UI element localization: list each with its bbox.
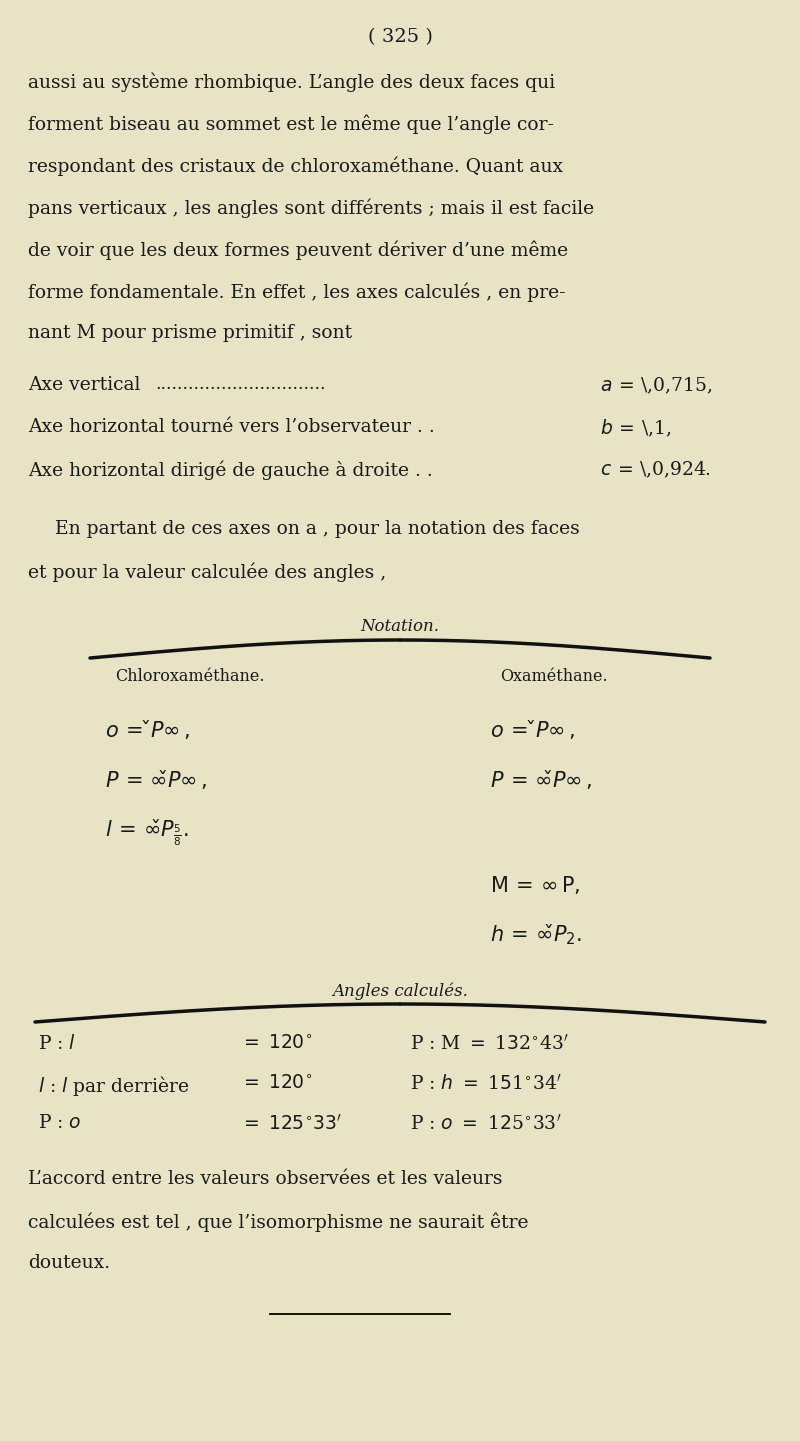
Text: En partant de ces axes on a , pour la notation des faces: En partant de ces axes on a , pour la no… — [55, 520, 580, 537]
Text: de voir que les deux formes peuvent dériver d’une même: de voir que les deux formes peuvent déri… — [28, 241, 568, 259]
Text: $c\,=\,$\,0,924.: $c\,=\,$\,0,924. — [600, 460, 711, 480]
Text: P : M $=$ 1$3$2$^{\circ}$43$'$: P : M $=$ 1$3$2$^{\circ}$43$'$ — [410, 1035, 570, 1053]
Text: $l$ : $l$ par derrière: $l$ : $l$ par derrière — [38, 1074, 190, 1098]
Text: $l\,=\,\infty\check{P}_{\frac{5}{8}}.$: $l\,=\,\infty\check{P}_{\frac{5}{8}}.$ — [105, 818, 189, 849]
Text: P : $h$ $=$ 1$5$1$^{\circ}$34$'$: P : $h$ $=$ 1$5$1$^{\circ}$34$'$ — [410, 1074, 562, 1094]
Text: $a\,=\,$\,0,715,: $a\,=\,$\,0,715, — [600, 376, 713, 396]
Text: Notation.: Notation. — [361, 618, 439, 635]
Text: forme fondamentale. En effet , les axes calculés , en pre-: forme fondamentale. En effet , les axes … — [28, 282, 566, 301]
Text: Chloroxaméthane.: Chloroxaméthane. — [115, 669, 265, 684]
Text: nant M pour prisme primitif , sont: nant M pour prisme primitif , sont — [28, 324, 352, 342]
Text: $\mathrm{M}\,=\,\infty\,\mathrm{P},$: $\mathrm{M}\,=\,\infty\,\mathrm{P},$ — [490, 875, 581, 896]
Text: Axe horizontal dirigé de gauche à droite . .: Axe horizontal dirigé de gauche à droite… — [28, 460, 433, 480]
Text: P : $o$ $=$ 1$2$5$^{\circ}$33$'$: P : $o$ $=$ 1$2$5$^{\circ}$33$'$ — [410, 1114, 562, 1134]
Text: P : $o$: P : $o$ — [38, 1114, 82, 1133]
Text: et pour la valeur calculée des angles ,: et pour la valeur calculée des angles , — [28, 562, 386, 582]
Text: $o\,=\,\check{P}\infty\,,$: $o\,=\,\check{P}\infty\,,$ — [105, 718, 190, 741]
Text: forment biseau au sommet est le même que l’angle cor-: forment biseau au sommet est le même que… — [28, 114, 554, 134]
Text: ( 325 ): ( 325 ) — [367, 27, 433, 46]
Text: $P\,=\,\infty\check{P}\infty\,,$: $P\,=\,\infty\check{P}\infty\,,$ — [105, 768, 207, 791]
Text: douteux.: douteux. — [28, 1254, 110, 1272]
Text: Axe vertical: Axe vertical — [28, 376, 140, 393]
Text: $=\;120^{\circ}$: $=\;120^{\circ}$ — [240, 1035, 312, 1052]
Text: calculées est tel , que l’isomorphisme ne saurait être: calculées est tel , que l’isomorphisme n… — [28, 1212, 529, 1232]
Text: aussi au système rhombique. L’angle des deux faces qui: aussi au système rhombique. L’angle des … — [28, 72, 555, 91]
Text: L’accord entre les valeurs observées et les valeurs: L’accord entre les valeurs observées et … — [28, 1170, 502, 1187]
Text: $=\;120^{\circ}$: $=\;120^{\circ}$ — [240, 1074, 312, 1092]
Text: Angles calculés.: Angles calculés. — [332, 981, 468, 1000]
Text: P : $l$: P : $l$ — [38, 1035, 76, 1053]
Text: $b\,=\,$\,1,: $b\,=\,$\,1, — [600, 418, 671, 440]
Text: Axe horizontal tourné vers l’observateur . .: Axe horizontal tourné vers l’observateur… — [28, 418, 434, 437]
Text: $h\,=\,\infty\check{P}_{2}.$: $h\,=\,\infty\check{P}_{2}.$ — [490, 922, 582, 947]
Text: $=\;125^{\circ}33'$: $=\;125^{\circ}33'$ — [240, 1114, 342, 1134]
Text: pans verticaux , les angles sont différents ; mais il est facile: pans verticaux , les angles sont différe… — [28, 197, 594, 218]
Text: $o\,=\,\check{P}\infty\,,$: $o\,=\,\check{P}\infty\,,$ — [490, 718, 575, 741]
Text: ...............................: ............................... — [155, 376, 326, 393]
Text: respondant des cristaux de chloroxaméthane. Quant aux: respondant des cristaux de chloroxamétha… — [28, 156, 563, 176]
Text: $P\,=\,\infty\check{P}\infty\,,$: $P\,=\,\infty\check{P}\infty\,,$ — [490, 768, 592, 791]
Text: Oxaméthane.: Oxaméthane. — [500, 669, 608, 684]
